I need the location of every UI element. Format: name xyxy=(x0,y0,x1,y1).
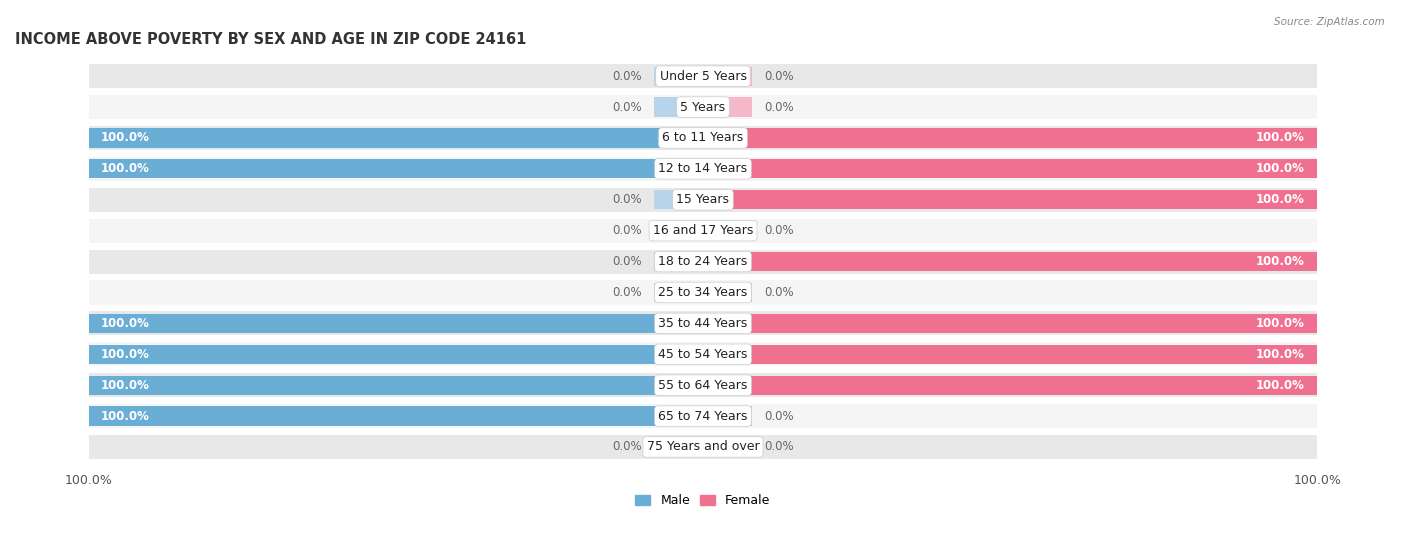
Text: 0.0%: 0.0% xyxy=(765,410,794,422)
Text: 0.0%: 0.0% xyxy=(765,440,794,454)
Text: 100.0%: 100.0% xyxy=(1256,193,1305,206)
Bar xyxy=(89,404,1317,428)
Text: 12 to 14 Years: 12 to 14 Years xyxy=(658,162,748,175)
Bar xyxy=(703,345,1317,364)
Text: 0.0%: 0.0% xyxy=(612,70,641,83)
Text: 100.0%: 100.0% xyxy=(101,132,150,145)
Bar xyxy=(89,159,703,179)
Text: 100.0%: 100.0% xyxy=(1256,317,1305,330)
Bar xyxy=(654,221,703,240)
Text: 0.0%: 0.0% xyxy=(765,70,794,83)
Text: 100.0%: 100.0% xyxy=(101,379,150,392)
Text: Source: ZipAtlas.com: Source: ZipAtlas.com xyxy=(1274,17,1385,27)
Bar xyxy=(703,221,752,240)
Text: 45 to 54 Years: 45 to 54 Years xyxy=(658,348,748,361)
Bar xyxy=(703,190,1317,209)
Bar xyxy=(89,126,1317,150)
Text: 18 to 24 Years: 18 to 24 Years xyxy=(658,255,748,268)
Bar xyxy=(89,376,703,395)
Bar xyxy=(89,95,1317,119)
Text: Under 5 Years: Under 5 Years xyxy=(659,70,747,83)
Text: 100.0%: 100.0% xyxy=(101,162,150,175)
Bar xyxy=(654,437,703,456)
Text: 15 Years: 15 Years xyxy=(676,193,730,206)
Text: 0.0%: 0.0% xyxy=(612,193,641,206)
Bar xyxy=(703,159,1317,179)
Bar xyxy=(703,437,752,456)
Bar xyxy=(703,283,752,302)
Text: 100.0%: 100.0% xyxy=(1256,162,1305,175)
Bar xyxy=(89,249,1317,273)
Text: 100.0%: 100.0% xyxy=(1256,348,1305,361)
Bar xyxy=(703,66,752,86)
Text: 0.0%: 0.0% xyxy=(612,224,641,237)
Text: 25 to 34 Years: 25 to 34 Years xyxy=(658,286,748,299)
Bar xyxy=(703,376,1317,395)
Legend: Male, Female: Male, Female xyxy=(630,489,776,512)
Bar xyxy=(654,190,703,209)
Text: 0.0%: 0.0% xyxy=(765,286,794,299)
Bar xyxy=(89,342,1317,366)
Bar xyxy=(89,435,1317,459)
Bar xyxy=(89,219,1317,243)
Text: 100.0%: 100.0% xyxy=(1256,132,1305,145)
Bar xyxy=(89,406,703,426)
Text: 65 to 74 Years: 65 to 74 Years xyxy=(658,410,748,422)
Bar xyxy=(703,252,1317,271)
Text: 100.0%: 100.0% xyxy=(1256,255,1305,268)
Text: 75 Years and over: 75 Years and over xyxy=(647,440,759,454)
Bar xyxy=(89,64,1317,88)
Bar xyxy=(89,157,1317,181)
Bar xyxy=(89,187,1317,212)
Text: 35 to 44 Years: 35 to 44 Years xyxy=(658,317,748,330)
Bar xyxy=(703,98,752,117)
Text: 0.0%: 0.0% xyxy=(765,224,794,237)
Text: 0.0%: 0.0% xyxy=(765,100,794,114)
Text: 0.0%: 0.0% xyxy=(612,255,641,268)
Bar xyxy=(703,314,1317,333)
Text: 0.0%: 0.0% xyxy=(612,100,641,114)
Bar xyxy=(89,281,1317,305)
Bar xyxy=(89,128,703,147)
Text: 5 Years: 5 Years xyxy=(681,100,725,114)
Bar xyxy=(89,311,1317,335)
Text: 100.0%: 100.0% xyxy=(1256,379,1305,392)
Text: 0.0%: 0.0% xyxy=(612,286,641,299)
Text: 100.0%: 100.0% xyxy=(101,317,150,330)
Bar xyxy=(89,314,703,333)
Text: 16 and 17 Years: 16 and 17 Years xyxy=(652,224,754,237)
Text: 100.0%: 100.0% xyxy=(101,410,150,422)
Text: INCOME ABOVE POVERTY BY SEX AND AGE IN ZIP CODE 24161: INCOME ABOVE POVERTY BY SEX AND AGE IN Z… xyxy=(15,32,526,47)
Bar xyxy=(654,252,703,271)
Text: 55 to 64 Years: 55 to 64 Years xyxy=(658,379,748,392)
Bar xyxy=(654,283,703,302)
Bar xyxy=(703,406,752,426)
Bar xyxy=(89,345,703,364)
Bar xyxy=(703,128,1317,147)
Text: 0.0%: 0.0% xyxy=(612,440,641,454)
Bar xyxy=(654,66,703,86)
Text: 6 to 11 Years: 6 to 11 Years xyxy=(662,132,744,145)
Bar xyxy=(654,98,703,117)
Bar xyxy=(89,373,1317,397)
Text: 100.0%: 100.0% xyxy=(101,348,150,361)
